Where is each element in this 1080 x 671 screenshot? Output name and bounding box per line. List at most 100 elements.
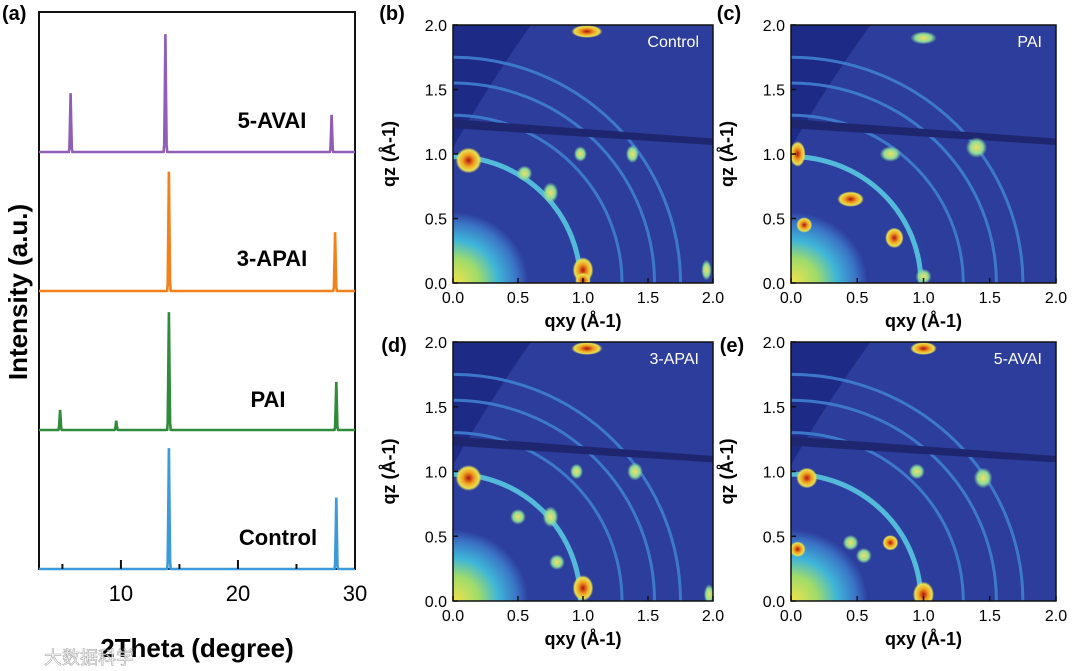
x-tick-label: 0.0 bbox=[780, 608, 802, 625]
diffraction-spot bbox=[882, 534, 899, 551]
diffraction-ring bbox=[791, 431, 965, 601]
giwaxs-panel-5-avai: (e) 5-AVAI 0.0 0.5 1.0 1.5 2.0 0.0 0.5 1.0 1.5 2.0 q… bbox=[717, 335, 1067, 649]
y-tick-label: 2.0 bbox=[425, 335, 447, 352]
x-tick-label: 0.0 bbox=[442, 290, 464, 307]
x-tick-label: 1.0 bbox=[572, 290, 594, 307]
x-tick-label: 0.5 bbox=[507, 290, 529, 307]
xrd-traces bbox=[39, 34, 355, 571]
x-tick-label: 0.5 bbox=[846, 608, 868, 625]
diffraction-spot bbox=[910, 342, 937, 355]
diffraction-spot bbox=[879, 146, 901, 162]
x-tick-label: 1.0 bbox=[572, 608, 594, 625]
series-label: Control bbox=[239, 525, 317, 550]
diffraction-spot bbox=[542, 506, 559, 528]
series-label: 3-APAI bbox=[237, 246, 308, 271]
diffraction-ring bbox=[791, 372, 1025, 601]
diffraction-spot bbox=[791, 141, 806, 167]
diffraction-ring bbox=[791, 113, 965, 283]
panel-label: (c) bbox=[717, 3, 741, 25]
x-axis-label: 2Theta (degree) bbox=[100, 633, 294, 663]
x-tick-label: 0.5 bbox=[846, 290, 868, 307]
panel-label: (e) bbox=[720, 335, 744, 357]
y-tick-label: 2.0 bbox=[425, 18, 447, 35]
diffraction-spot bbox=[842, 534, 859, 551]
diffraction-spot bbox=[796, 467, 818, 489]
diffraction-spot bbox=[855, 547, 872, 564]
y-tick-label: 1.5 bbox=[425, 83, 447, 100]
detector-image bbox=[453, 25, 713, 283]
y-tick-label: 0.5 bbox=[425, 529, 447, 546]
giwaxs-panel-3-apai: (d) 3-APAI 0.0 0.5 1.0 1.5 2.0 0.0 0.5 1.0 1.5 2.0 q… bbox=[379, 335, 724, 649]
diffraction-spot bbox=[791, 541, 806, 557]
y-tick-label: 0.5 bbox=[763, 529, 785, 546]
xrd-x-ticks: 10 20 30 bbox=[61, 560, 367, 606]
diffraction-spot bbox=[455, 147, 482, 174]
watermark: 大数据科学 bbox=[44, 648, 134, 668]
panel-title: 5-AVAI bbox=[994, 351, 1042, 368]
diffraction-ring bbox=[791, 471, 924, 601]
series-label: PAI bbox=[250, 387, 285, 412]
y-tick-label: 0.5 bbox=[425, 212, 447, 229]
diffraction-spot bbox=[570, 463, 583, 480]
y-tick-label: 1.0 bbox=[425, 147, 447, 164]
diffraction-spot bbox=[627, 462, 643, 481]
diffraction-spot bbox=[973, 467, 993, 489]
panel-label: (a) bbox=[2, 3, 26, 25]
diffraction-ring bbox=[791, 398, 998, 601]
diffraction-spot bbox=[625, 144, 639, 164]
x-axis-label: qxy (Å-1) bbox=[544, 629, 621, 649]
diffraction-spot bbox=[908, 463, 925, 480]
diffraction-spot bbox=[510, 509, 526, 525]
x-tick-label: 30 bbox=[343, 581, 367, 606]
x-tick-label: 2.0 bbox=[1045, 290, 1067, 307]
y-tick-label: 0.0 bbox=[425, 594, 447, 611]
detector-image bbox=[453, 342, 713, 601]
panel-title: PAI bbox=[1017, 34, 1042, 51]
diffraction-ring bbox=[453, 398, 656, 601]
diffraction-ring bbox=[453, 81, 656, 283]
series-trace-5-avai bbox=[39, 34, 355, 154]
y-tick-label: 1.0 bbox=[763, 147, 785, 164]
series-trace-3-apai bbox=[39, 171, 355, 293]
diffraction-ring bbox=[453, 55, 682, 283]
x-tick-label: 2.0 bbox=[702, 290, 724, 307]
x-tick-label: 0.0 bbox=[442, 608, 464, 625]
diffraction-ring bbox=[791, 154, 924, 283]
y-tick-label: 2.0 bbox=[763, 335, 785, 352]
diffraction-ring bbox=[453, 372, 682, 601]
diffraction-spot bbox=[571, 25, 603, 38]
y-axis-label: qz (Å-1) bbox=[717, 439, 737, 505]
diffraction-spot bbox=[915, 268, 932, 283]
diffraction-spot bbox=[912, 581, 935, 601]
x-tick-label: 1.5 bbox=[979, 608, 1001, 625]
x-tick-label: 2.0 bbox=[1045, 608, 1067, 625]
panel-label: (b) bbox=[379, 3, 405, 25]
diffraction-spot bbox=[571, 342, 603, 355]
series-trace-pai bbox=[39, 312, 355, 432]
xrd-series-labels: Control PAI 3-APAI 5-AVAI bbox=[237, 108, 317, 550]
diffraction-spot bbox=[885, 227, 904, 249]
x-axis-label: qxy (Å-1) bbox=[885, 311, 962, 331]
diffraction-spot bbox=[573, 146, 587, 162]
y-tick-label: 1.0 bbox=[763, 465, 785, 482]
diffraction-spot bbox=[542, 182, 559, 204]
x-axis-label: qxy (Å-1) bbox=[885, 629, 962, 649]
diffraction-spot bbox=[965, 137, 988, 158]
x-tick-label: 10 bbox=[109, 581, 133, 606]
y-tick-label: 1.5 bbox=[763, 83, 785, 100]
y-tick-label: 1.0 bbox=[425, 465, 447, 482]
y-tick-label: 0.0 bbox=[763, 276, 785, 293]
diffraction-spot bbox=[910, 31, 937, 45]
x-tick-label: 1.5 bbox=[637, 290, 659, 307]
x-tick-label: 1.0 bbox=[912, 290, 934, 307]
y-tick-label: 2.0 bbox=[763, 18, 785, 35]
diffraction-spot bbox=[572, 575, 594, 601]
x-tick-label: 0.5 bbox=[507, 608, 529, 625]
y-tick-label: 0.5 bbox=[763, 212, 785, 229]
diffraction-spot bbox=[455, 465, 482, 491]
detector-image bbox=[791, 342, 1056, 601]
diffraction-spot bbox=[516, 165, 533, 182]
y-tick-label: 1.5 bbox=[425, 400, 447, 417]
xrd-panel: (a) Control PAI 3-APAI 5-AVAI 10 20 30 2Theta… bbox=[2, 3, 367, 663]
diffraction-ring bbox=[791, 55, 1025, 283]
